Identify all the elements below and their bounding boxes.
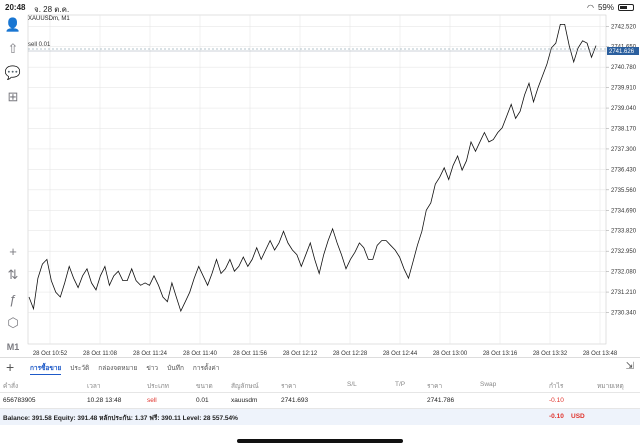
y-tick-label: 2738.170	[611, 127, 637, 133]
cell-time: 10.28 13:48	[87, 397, 122, 404]
balance-text: Balance: 391.58 Equity: 391.48 หลักประกั…	[3, 415, 238, 422]
y-tick-label: 2731.210	[611, 290, 637, 296]
column-header[interactable]: สัญลักษณ์	[231, 383, 259, 390]
status-date: จ. 28 ต.ค.	[34, 5, 70, 14]
status-time: 20:48	[5, 3, 26, 12]
x-tick-label: 28 Oct 13:16	[483, 351, 518, 356]
column-header[interactable]: S/L	[347, 381, 357, 388]
column-header[interactable]: หมายเหตุ	[597, 383, 624, 390]
chat-icon[interactable]: 💬	[4, 65, 22, 80]
y-tick-label: 2733.820	[611, 229, 637, 235]
status-bar: 20:48 จ. 28 ต.ค. ◠ 59%	[0, 0, 640, 14]
y-tick-label: 2735.560	[611, 188, 637, 194]
column-header[interactable]: ประเภท	[147, 383, 169, 390]
balance-bar: Balance: 391.58 Equity: 391.48 หลักประกั…	[0, 409, 640, 425]
current-price-tag-label: 2741.626	[609, 49, 635, 55]
symbol-title: XAUUSDm, M1	[28, 16, 70, 22]
functions-icon[interactable]: ƒ	[9, 291, 17, 307]
x-tick-label: 28 Oct 12:12	[283, 351, 318, 356]
tab-3[interactable]: ข่าว	[146, 365, 159, 372]
tab-1[interactable]: ประวัติ	[70, 365, 90, 372]
trade-icon[interactable]: ⇧	[7, 41, 19, 56]
column-header[interactable]: T/P	[395, 381, 406, 388]
y-tick-label: 2732.080	[611, 270, 637, 276]
y-tick-label: 2742.520	[611, 24, 637, 30]
column-header[interactable]: คำสั่ง	[3, 383, 19, 390]
timeframe-label[interactable]: M1	[6, 342, 20, 352]
currency: USD	[571, 413, 585, 420]
x-tick-label: 28 Oct 12:28	[333, 351, 368, 356]
home-indicator	[237, 439, 403, 443]
tab-4[interactable]: บันทึก	[167, 365, 184, 372]
left-toolbar: 👤 ⇧ 💬 ⊞ + ⇅ ƒ ⬡ M1	[0, 14, 26, 356]
chart-area[interactable]: 2742.5202741.6502740.7802739.9102739.040…	[26, 14, 640, 356]
plot-frame	[27, 14, 607, 345]
y-tick-label: 2732.950	[611, 249, 637, 255]
current-price-tag	[607, 47, 639, 55]
x-tick-label: 28 Oct 13:48	[583, 351, 618, 356]
column-header[interactable]: ราคา	[427, 383, 443, 390]
add-icon[interactable]: +	[6, 359, 15, 375]
trade-line-label[interactable]: sell 0.01	[28, 42, 51, 48]
battery-fill	[620, 6, 628, 9]
cell-type: sell	[147, 397, 157, 404]
price-line	[28, 23, 597, 313]
x-tick-label: 28 Oct 13:00	[433, 351, 468, 356]
account-icon[interactable]: 👤	[4, 17, 22, 32]
column-header[interactable]: ขนาด	[196, 383, 213, 390]
x-tick-label: 28 Oct 11:24	[133, 351, 168, 356]
indicators-icon[interactable]: ⇅	[7, 267, 19, 282]
status-right: ◠ 59%	[587, 3, 634, 12]
table-header: คำสั่ง เวลา ประเภท ขนาด สัญลักษณ์ ราคา S/L T/P ร…	[0, 377, 640, 393]
table-row[interactable]: 656783905 10.28 13:48 sell 0.01 xauusdm 2741.…	[0, 393, 640, 409]
total-profit: -0.10	[549, 413, 564, 420]
x-tick-label: 28 Oct 12:44	[383, 351, 418, 356]
battery-percent: 59%	[597, 3, 614, 12]
y-tick-label: 2730.340	[611, 311, 637, 317]
new-chart-icon[interactable]: ⊞	[7, 89, 19, 104]
tab-0[interactable]: การซื้อขาย	[30, 363, 62, 375]
y-tick-label: 2740.780	[611, 65, 637, 71]
price-chart[interactable]: 2742.5202741.6502740.7802739.9102739.040…	[26, 14, 640, 356]
y-tick-label: 2739.910	[611, 86, 637, 92]
tab-2[interactable]: กล่องจดหมาย	[98, 365, 138, 372]
column-header[interactable]: เวลา	[87, 383, 101, 390]
x-tick-label: 28 Oct 13:32	[533, 351, 568, 356]
x-tick-label: 28 Oct 11:56	[233, 351, 268, 356]
tab-5[interactable]: การตั้งค่า	[192, 365, 220, 372]
x-tick-label: 28 Oct 10:52	[33, 351, 68, 356]
battery-icon	[618, 4, 634, 11]
y-tick-label: 2734.690	[611, 208, 637, 214]
cell-symbol: xauusdm	[231, 397, 258, 404]
column-header[interactable]: ราคา	[281, 383, 297, 390]
objects-icon[interactable]: ⬡	[7, 315, 19, 330]
cell-open-price: 2741.693	[281, 397, 309, 404]
x-tick-label: 28 Oct 11:40	[183, 351, 218, 356]
y-tick-label: 2739.040	[611, 106, 637, 112]
expand-panel-icon[interactable]: ⇲	[625, 361, 634, 372]
x-tick-label: 28 Oct 11:08	[83, 351, 118, 356]
y-tick-label: 2736.430	[611, 167, 637, 173]
crosshair-icon[interactable]: +	[9, 243, 17, 259]
wifi-icon: ◠	[587, 3, 594, 12]
column-header[interactable]: กำไร	[549, 383, 564, 390]
cell-profit: -0.10	[549, 397, 564, 404]
bottom-tabs-bar: + การซื้อขาย ประวัติ กล่องจดหมาย ข่าว บันทึก…	[0, 357, 640, 377]
cell-price: 2741.786	[427, 397, 455, 404]
cell-volume: 0.01	[196, 397, 209, 404]
trade-table: คำสั่ง เวลา ประเภท ขนาด สัญลักษณ์ ราคา S/L T/P ร…	[0, 377, 640, 409]
y-tick-label: 2737.300	[611, 147, 637, 153]
tabs: การซื้อขาย ประวัติ กล่องจดหมาย ข่าว บันทึก กา…	[30, 363, 219, 375]
column-header[interactable]: Swap	[480, 381, 497, 388]
cell-order: 656783905	[3, 397, 36, 404]
